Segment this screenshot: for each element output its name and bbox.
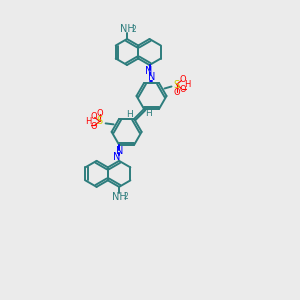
Text: H: H <box>145 110 152 118</box>
Text: N: N <box>113 152 121 162</box>
Text: N: N <box>116 146 124 156</box>
Text: H: H <box>85 117 92 126</box>
Text: O: O <box>173 88 180 97</box>
Text: H: H <box>126 110 133 119</box>
Text: S: S <box>97 116 103 126</box>
Text: O: O <box>179 75 186 84</box>
Text: O: O <box>179 85 186 94</box>
Text: S: S <box>173 80 180 89</box>
Text: O: O <box>96 109 103 118</box>
Text: N: N <box>148 72 155 82</box>
Text: 2: 2 <box>132 25 136 34</box>
Text: O: O <box>90 122 97 131</box>
Text: 2: 2 <box>124 192 128 201</box>
Text: H: H <box>184 80 191 89</box>
Text: NH: NH <box>112 192 127 202</box>
Text: NH: NH <box>120 24 134 34</box>
Text: O: O <box>90 112 97 121</box>
Text: N: N <box>145 67 152 76</box>
